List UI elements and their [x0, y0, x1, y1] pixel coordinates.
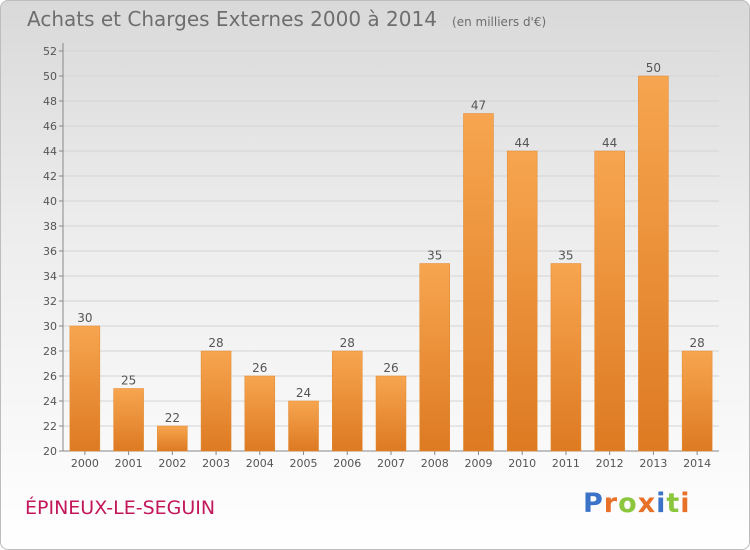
x-tick-label: 2009 [464, 457, 492, 470]
bar-2007 [375, 375, 407, 452]
data-label: 50 [646, 61, 661, 75]
x-tick-label: 2007 [377, 457, 405, 470]
bar-2014 [681, 350, 713, 452]
data-label: 26 [383, 361, 398, 375]
data-label: 47 [471, 99, 486, 113]
bar-2011 [550, 263, 582, 452]
bar-2003 [200, 350, 232, 452]
x-tick-label: 2001 [115, 457, 143, 470]
x-tick-label: 2013 [639, 457, 667, 470]
logo-letter: x [637, 488, 657, 519]
x-tick-label: 2005 [290, 457, 318, 470]
x-tick-label: 2008 [421, 457, 449, 470]
data-label: 25 [121, 374, 136, 388]
x-tick-label: 2011 [552, 457, 580, 470]
bar-2004 [244, 375, 276, 452]
bars [69, 75, 713, 452]
logo-letter: i [680, 488, 691, 519]
chart-title-row: Achats et Charges Externes 2000 à 2014 (… [27, 7, 546, 31]
bar-2013 [638, 75, 669, 452]
x-tick-labels: 2000 2001 2002 2003 2004 2005 2006 2007 2008 2009… [71, 457, 711, 470]
y-tick-label: 42 [43, 170, 57, 183]
y-tick-label: 50 [43, 70, 57, 83]
y-tick-label: 32 [43, 295, 57, 308]
bar-2008 [419, 263, 450, 452]
x-tick-label: 2012 [596, 457, 624, 470]
data-label: 26 [252, 361, 267, 375]
bar-2005 [288, 400, 319, 452]
data-label: 35 [427, 249, 442, 263]
y-tick-label: 36 [43, 245, 57, 258]
x-tick-label: 2000 [71, 457, 99, 470]
y-tick-label: 46 [43, 120, 57, 133]
bar-2001 [113, 388, 144, 452]
chart-title: Achats et Charges Externes 2000 à 2014 [27, 7, 437, 31]
y-tick-label: 22 [43, 420, 57, 433]
data-label: 35 [558, 249, 573, 263]
data-label: 44 [602, 136, 617, 150]
chart-subtitle: (en milliers d'€) [452, 15, 547, 29]
data-label: 28 [340, 336, 355, 350]
y-tick-label: 52 [43, 45, 57, 58]
data-label: 22 [165, 411, 180, 425]
y-tick-label: 20 [43, 445, 57, 458]
x-tick-label: 2004 [246, 457, 274, 470]
bar-2009 [463, 113, 494, 452]
y-tick-label: 40 [43, 195, 57, 208]
y-tick-label: 38 [43, 220, 57, 233]
logo-letter: t [666, 488, 681, 519]
x-tick-label: 2002 [158, 457, 186, 470]
y-tick-label: 26 [43, 370, 57, 383]
bar-2010 [506, 150, 538, 452]
logo-letter: i [656, 488, 667, 519]
y-tick-label: 24 [43, 395, 57, 408]
bar-2000 [69, 325, 101, 452]
data-label: 28 [689, 336, 704, 350]
y-tick-label: 28 [43, 345, 57, 358]
logo-letter: P [583, 488, 604, 519]
bar-2002 [157, 425, 188, 452]
x-tick-label: 2014 [683, 457, 711, 470]
data-label: 30 [77, 311, 92, 325]
y-tick-label: 30 [43, 320, 57, 333]
y-tick-label: 34 [43, 270, 57, 283]
data-labels: 30 25 22 28 26 24 28 26 35 47 44 35 44 50 28 [77, 61, 705, 425]
logo-letter: r [603, 488, 619, 519]
bar-2012 [594, 150, 625, 452]
proxiti-logo: Proxiti [583, 488, 691, 519]
commune-name: ÉPINEUX-LE-SEGUIN [25, 497, 216, 519]
x-tick-label: 2003 [202, 457, 230, 470]
y-tick-labels: 20 22 24 26 28 30 32 34 36 38 40 42 44 46 48 50 52 [43, 45, 57, 458]
data-label: 24 [296, 386, 311, 400]
data-label: 28 [208, 336, 223, 350]
logo-letter: o [618, 488, 638, 519]
y-tick-label: 48 [43, 95, 57, 108]
x-tick-label: 2006 [333, 457, 361, 470]
y-tick-label: 44 [43, 145, 57, 158]
x-tick-label: 2010 [508, 457, 536, 470]
data-label: 44 [515, 136, 530, 150]
bar-2006 [332, 350, 363, 452]
